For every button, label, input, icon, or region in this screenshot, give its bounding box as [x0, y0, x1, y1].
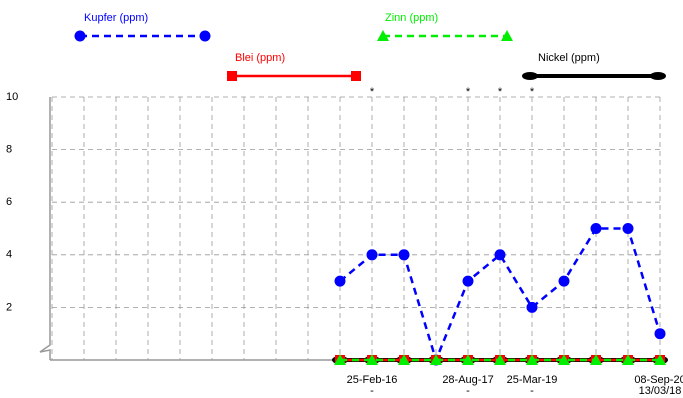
- annotation: *: [530, 86, 535, 98]
- marker: [334, 275, 346, 287]
- y-tick-label: 8: [6, 144, 12, 156]
- y-tick-label: 2: [6, 301, 12, 313]
- annotation: *: [466, 86, 471, 98]
- x-sublabel: 13/03/18: [639, 385, 682, 397]
- x-sublabel: -: [466, 385, 470, 397]
- marker: [430, 354, 442, 365]
- marker: [74, 30, 86, 42]
- legend-label: Kupfer (ppm): [84, 12, 148, 24]
- annotation: *: [370, 86, 375, 98]
- marker: [199, 30, 211, 42]
- y-tick-label: 4: [6, 249, 12, 261]
- marker: [494, 354, 506, 365]
- marker: [654, 328, 666, 340]
- marker: [227, 71, 237, 81]
- marker: [462, 354, 474, 365]
- marker: [334, 354, 346, 365]
- marker: [650, 72, 666, 80]
- marker: [558, 275, 570, 287]
- y-tick-label: 10: [6, 91, 18, 103]
- marker: [462, 275, 474, 287]
- y-tick-label: 6: [6, 196, 12, 208]
- marker: [366, 354, 378, 365]
- marker: [622, 354, 634, 365]
- legend-label: Zinn (ppm): [385, 12, 438, 24]
- x-tick-label: 25-Mar-19: [507, 374, 558, 386]
- marker: [654, 354, 666, 365]
- x-sublabel: -: [370, 385, 374, 397]
- series-line: [339, 227, 662, 364]
- x-tick-label: 25-Feb-16: [347, 374, 398, 386]
- x-sublabel: -: [530, 385, 534, 397]
- marker: [494, 249, 506, 261]
- annotation: *: [498, 86, 503, 98]
- marker: [398, 354, 410, 365]
- y-axis: [39, 97, 51, 360]
- legend-label: Nickel (ppm): [538, 52, 600, 64]
- marker: [590, 354, 602, 365]
- x-tick-label: 08-Sep-20: [634, 374, 683, 386]
- legend-label: Blei (ppm): [235, 52, 285, 64]
- marker: [622, 223, 634, 234]
- marker: [377, 30, 389, 41]
- marker: [501, 30, 513, 41]
- marker: [558, 354, 570, 365]
- marker: [351, 71, 361, 81]
- marker: [526, 354, 538, 365]
- marker: [366, 249, 378, 261]
- marker: [398, 249, 410, 261]
- marker: [522, 72, 538, 80]
- x-tick-label: 28-Aug-17: [442, 374, 493, 386]
- marker: [526, 301, 538, 313]
- marker: [590, 223, 602, 234]
